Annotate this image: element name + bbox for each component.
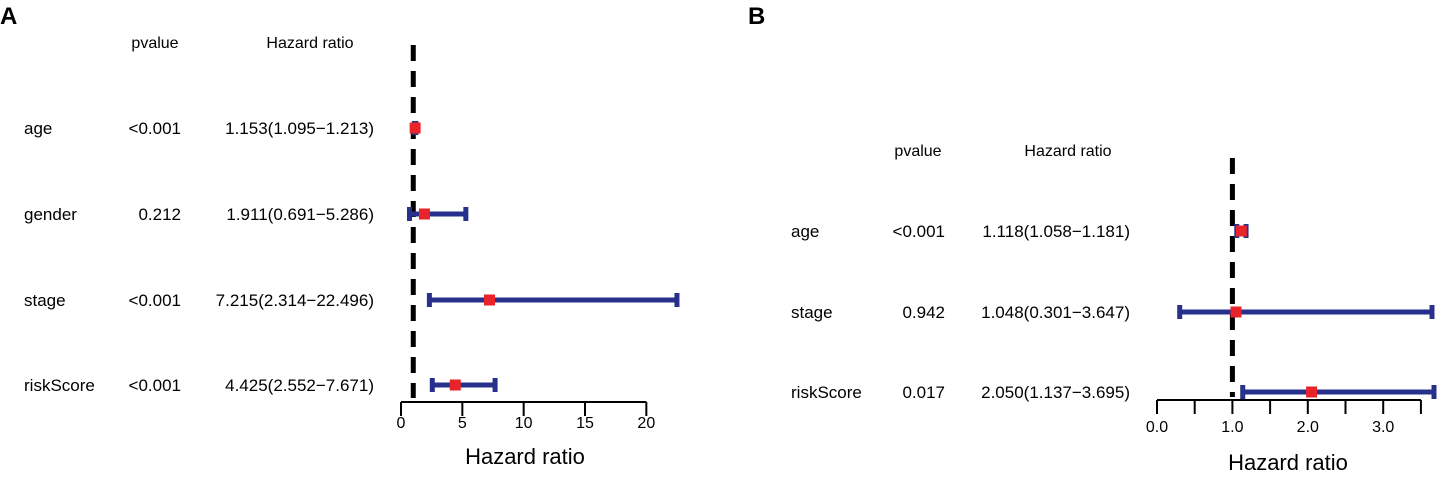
panel-a-row-hr-text: 1.153(1.095−1.213) [225,119,374,138]
panel-a-hr-point [484,294,496,306]
panel-a-pvalue-header: pvalue [131,35,178,52]
panel-a-row-label: riskScore [24,376,95,395]
panel-b-row-label: stage [791,303,833,322]
panel-a-x-tick-label: 15 [576,415,594,432]
panel-b-x-tick-label: 0.0 [1146,419,1168,436]
panel-b-x-axis-title: Hazard ratio [1228,450,1348,475]
panel-a-x-tick-label: 20 [637,415,655,432]
panel-b-hr-point [1306,386,1318,398]
panel-a-x-tick-label: 5 [458,415,467,432]
panel-a-x-axis-title: Hazard ratio [465,444,585,469]
panel-a-row-pvalue: <0.001 [129,119,181,138]
panel-a-row-label: stage [24,291,66,310]
panel-a-letter: A [0,3,17,30]
panel-b-row-label: riskScore [791,383,862,402]
panel-a-row-hr-text: 1.911(0.691−5.286) [226,205,374,224]
panel-b-x-tick-label: 3.0 [1372,419,1394,436]
panel-a-plot: 0 5 10 15 20 age <0.001 1.153(1.095−1.213) gende… [24,45,680,432]
panel-b-row-label: age [791,222,819,241]
panel-a-hr-point [409,122,421,134]
panel-a-hr-point [418,208,430,220]
panel-a-x-tick-label: 10 [515,415,533,432]
panel-a-x-tick-label: 0 [397,415,406,432]
panel-a-row-hr-text: 7.215(2.314−22.496) [216,291,374,310]
panel-b-row-hr-text: 1.118(1.058−1.181) [982,222,1130,241]
panel-a-row-hr-text: 4.425(2.552−7.671) [225,376,374,395]
panel-b-row-hr-text: 2.050(1.137−3.695) [981,383,1130,402]
panel-a-row-pvalue: <0.001 [129,376,181,395]
panel-b-x-tick-label: 1.0 [1221,419,1243,436]
panel-b-row-hr-text: 1.048(0.301−3.647) [981,303,1130,322]
panel-a-row-pvalue: 0.212 [138,205,181,224]
panel-b-x-tick-label: 2.0 [1297,419,1319,436]
panel-b-row-pvalue: <0.001 [893,222,945,241]
panel-a-row-label: age [24,119,52,138]
panel-b-hr-point [1235,225,1247,237]
panel-b-hr-point [1230,306,1242,318]
panel-b-row-pvalue: 0.942 [902,303,945,322]
panel-b-letter: B [748,3,765,30]
panel-b-pvalue-header: pvalue [894,143,941,160]
panel-a-row-label: gender [24,205,77,224]
panel-a-hazard-ratio-header: Hazard ratio [266,35,353,52]
panel-a-row-pvalue: <0.001 [129,291,181,310]
panel-a-hr-point [449,379,461,391]
panel-b-plot: 0.0 1.0 2.0 3.0 age <0.001 1.118(1.058−1.181) s… [791,158,1437,436]
panel-b-hazard-ratio-header: Hazard ratio [1024,143,1111,160]
panel-b-row-pvalue: 0.017 [902,383,945,402]
